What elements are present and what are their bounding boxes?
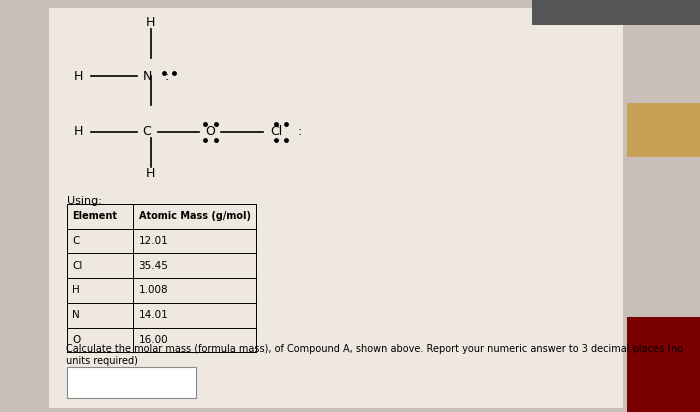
FancyBboxPatch shape bbox=[49, 8, 623, 408]
Text: C: C bbox=[143, 125, 151, 138]
Text: Cl: Cl bbox=[72, 261, 83, 271]
Text: 35.45: 35.45 bbox=[139, 261, 169, 271]
Text: H: H bbox=[146, 167, 155, 180]
Text: H: H bbox=[72, 286, 80, 295]
Text: O: O bbox=[205, 125, 215, 138]
Text: Calculate the molar mass (formula mass), of Compound A, shown above. Report your: Calculate the molar mass (formula mass),… bbox=[66, 344, 684, 365]
Text: Using:: Using: bbox=[66, 196, 102, 206]
Text: 16.00: 16.00 bbox=[139, 335, 168, 345]
FancyBboxPatch shape bbox=[626, 103, 700, 157]
Text: O: O bbox=[72, 335, 80, 345]
Text: :: : bbox=[164, 70, 169, 83]
Text: H: H bbox=[74, 125, 83, 138]
Text: 12.01: 12.01 bbox=[139, 236, 168, 246]
Text: 1.008: 1.008 bbox=[139, 286, 168, 295]
Text: H: H bbox=[74, 70, 83, 83]
Text: N: N bbox=[72, 310, 80, 320]
FancyBboxPatch shape bbox=[66, 367, 196, 398]
Text: :: : bbox=[298, 125, 302, 138]
Text: 14.01: 14.01 bbox=[139, 310, 168, 320]
FancyBboxPatch shape bbox=[532, 0, 700, 25]
Text: C: C bbox=[72, 236, 80, 246]
Text: Cl: Cl bbox=[270, 125, 283, 138]
Text: H: H bbox=[146, 16, 155, 29]
Text: Atomic Mass (g/mol): Atomic Mass (g/mol) bbox=[139, 211, 251, 221]
FancyBboxPatch shape bbox=[626, 317, 700, 412]
Text: N: N bbox=[142, 70, 152, 83]
Text: Element: Element bbox=[72, 211, 117, 221]
